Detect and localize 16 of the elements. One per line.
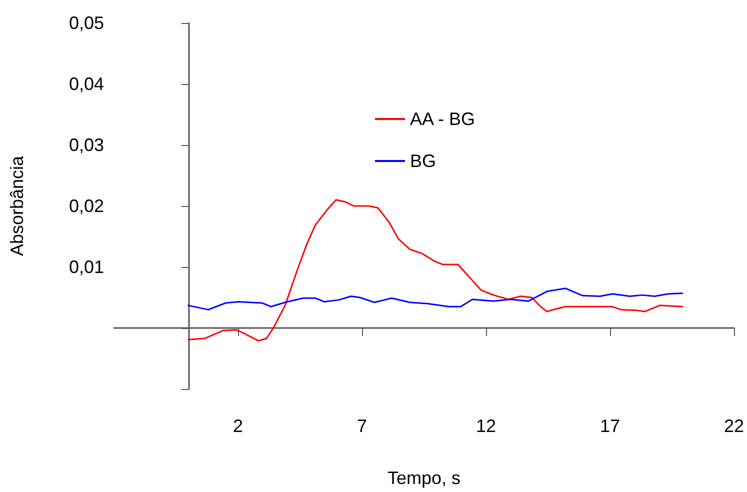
y-tick-label: 0,01 <box>68 257 104 277</box>
y-tick-label: 0,05 <box>68 13 104 33</box>
y-tick-label: 0,02 <box>68 196 104 216</box>
x-tick-label: 2 <box>232 416 244 436</box>
x-tick-label: 17 <box>600 416 620 436</box>
line-series <box>188 288 684 310</box>
x-tick-label: 22 <box>724 416 744 436</box>
x-tick-label: 7 <box>356 416 368 436</box>
x-tick-label: 12 <box>476 416 496 436</box>
y-axis-title: Absorbância <box>7 154 27 256</box>
legend-label: BG <box>410 151 436 171</box>
legend-label: AA - BG <box>410 109 476 129</box>
line-series <box>188 199 684 342</box>
y-tick-label: 0,03 <box>68 135 104 155</box>
y-tick-label: 0,04 <box>68 74 104 94</box>
x-axis-title: Tempo, s <box>387 468 461 488</box>
